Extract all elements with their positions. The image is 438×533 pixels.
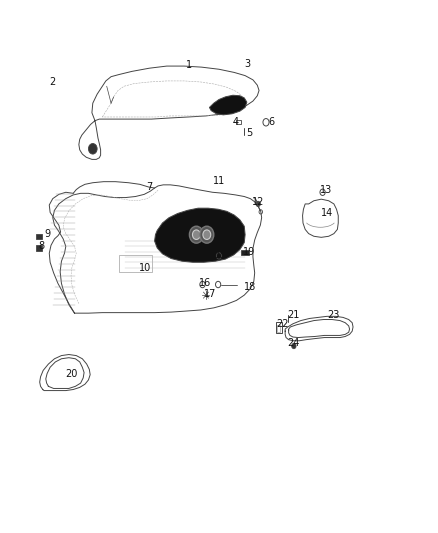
Circle shape (88, 143, 97, 154)
Text: 15: 15 (215, 250, 227, 260)
Text: 2: 2 (49, 77, 56, 87)
Text: 19: 19 (244, 247, 256, 257)
FancyBboxPatch shape (119, 255, 152, 272)
Text: 21: 21 (288, 310, 300, 320)
Text: 22: 22 (276, 319, 288, 329)
Bar (236, 120, 241, 124)
Text: 24: 24 (288, 338, 300, 348)
Text: 9: 9 (44, 229, 50, 239)
Circle shape (256, 201, 260, 207)
Text: 20: 20 (66, 369, 78, 378)
Circle shape (203, 230, 211, 239)
Text: 13: 13 (319, 184, 332, 195)
Bar (241, 249, 250, 255)
Polygon shape (209, 95, 247, 115)
Bar (36, 233, 42, 239)
Polygon shape (303, 199, 338, 237)
FancyBboxPatch shape (277, 325, 280, 332)
Text: 8: 8 (39, 241, 45, 252)
Text: 17: 17 (204, 289, 216, 299)
FancyBboxPatch shape (276, 321, 282, 333)
Text: 10: 10 (139, 263, 151, 272)
Text: 6: 6 (268, 117, 274, 127)
Text: 7: 7 (146, 182, 152, 192)
Circle shape (189, 226, 203, 243)
Text: 11: 11 (213, 175, 225, 185)
Text: 14: 14 (321, 208, 333, 219)
Polygon shape (155, 208, 245, 262)
Text: 16: 16 (199, 278, 211, 288)
Text: 18: 18 (244, 281, 257, 292)
Text: 5: 5 (246, 128, 253, 138)
Text: 23: 23 (327, 310, 339, 320)
Text: 4: 4 (233, 117, 239, 127)
Circle shape (200, 226, 214, 243)
Circle shape (292, 343, 296, 349)
Text: 3: 3 (244, 59, 251, 69)
Text: 1: 1 (185, 60, 191, 70)
Circle shape (192, 230, 200, 239)
Bar (36, 245, 42, 251)
Text: 12: 12 (252, 197, 265, 207)
